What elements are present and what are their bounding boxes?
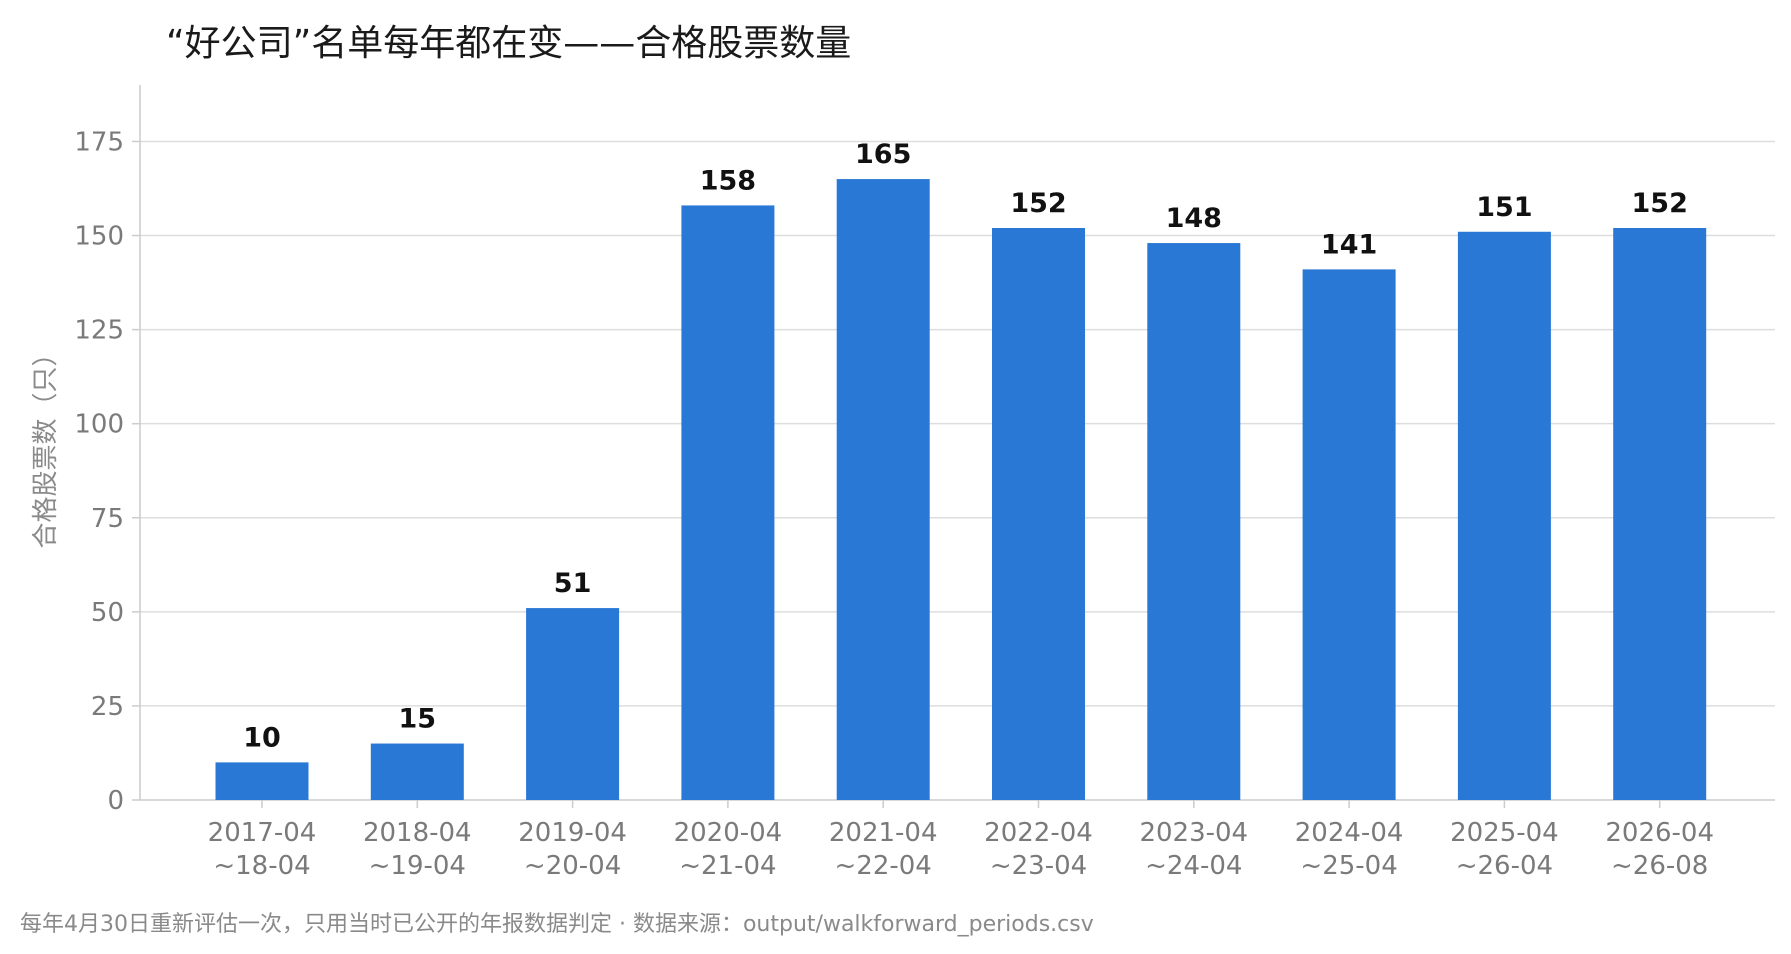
chart-title: “好公司”名单每年都在变——合格股票数量 [166,23,852,64]
x-tick-label-line2: ~22-04 [835,851,932,881]
y-tick-label: 150 [74,222,124,252]
bar-value-label: 152 [1010,188,1066,219]
bar-value-label: 158 [700,165,756,196]
bar-value-label: 165 [855,139,911,170]
bars [215,179,1707,801]
x-tick-label-line1: 2023-04 [1139,818,1248,848]
bar-value-label: 15 [399,704,437,735]
x-tick-label-line2: ~20-04 [524,851,621,881]
x-tick-label-line1: 2017-04 [208,818,317,848]
x-tick-label-line2: ~19-04 [369,851,466,881]
y-axis-title: 合格股票数（只） [31,340,61,548]
x-tick-label-line1: 2024-04 [1295,818,1404,848]
x-tick-label-line2: ~24-04 [1145,851,1242,881]
bar [526,608,620,800]
y-tick-label: 125 [74,316,124,346]
bar [1613,228,1707,800]
labels: 0 25 50 75 100 125 150 175 合格股票数（只） 10 2017-04~18-… [31,127,1714,881]
bar [681,205,775,801]
y-tick-label: 75 [91,504,124,534]
bar-value-label: 148 [1166,203,1222,234]
bar-value-label: 152 [1632,188,1688,219]
bar-value-label: 51 [554,568,592,599]
y-tick-label: 175 [74,127,124,157]
bar [992,228,1085,800]
x-tick-label-line1: 2018-04 [363,818,472,848]
y-tick-label: 100 [74,410,124,440]
bar [1457,231,1551,800]
bar [1147,243,1241,801]
x-tick-label-line1: 2020-04 [674,818,783,848]
x-tick-label-line2: ~25-04 [1300,851,1397,881]
x-tick-label-line1: 2026-04 [1605,818,1714,848]
x-tick-label-line2: ~26-08 [1611,851,1708,881]
bar-value-label: 141 [1321,229,1377,260]
x-tick-label-line1: 2021-04 [829,818,938,848]
x-tick-label-line2: ~21-04 [679,851,776,881]
x-tick-label-line2: ~18-04 [213,851,310,881]
bar [1302,269,1396,800]
y-tick-label: 25 [91,692,124,722]
x-tick-label-line1: 2022-04 [984,818,1093,848]
bar [836,179,930,800]
y-tick-label: 0 [107,786,124,816]
bar [370,743,464,800]
x-tick-label-line2: ~23-04 [990,851,1087,881]
x-tick-label-line2: ~26-04 [1456,851,1553,881]
chart-footnote: 每年4月30日重新评估一次，只用当时已公开的年报数据判定 · 数据来源：outp… [20,912,1094,937]
x-tick-label-line1: 2025-04 [1450,818,1559,848]
y-tick-label: 50 [91,598,124,628]
x-tick-label-line1: 2019-04 [518,818,627,848]
bar-value-label: 151 [1476,192,1532,223]
bar-value-label: 10 [243,722,281,753]
bar [215,762,309,800]
